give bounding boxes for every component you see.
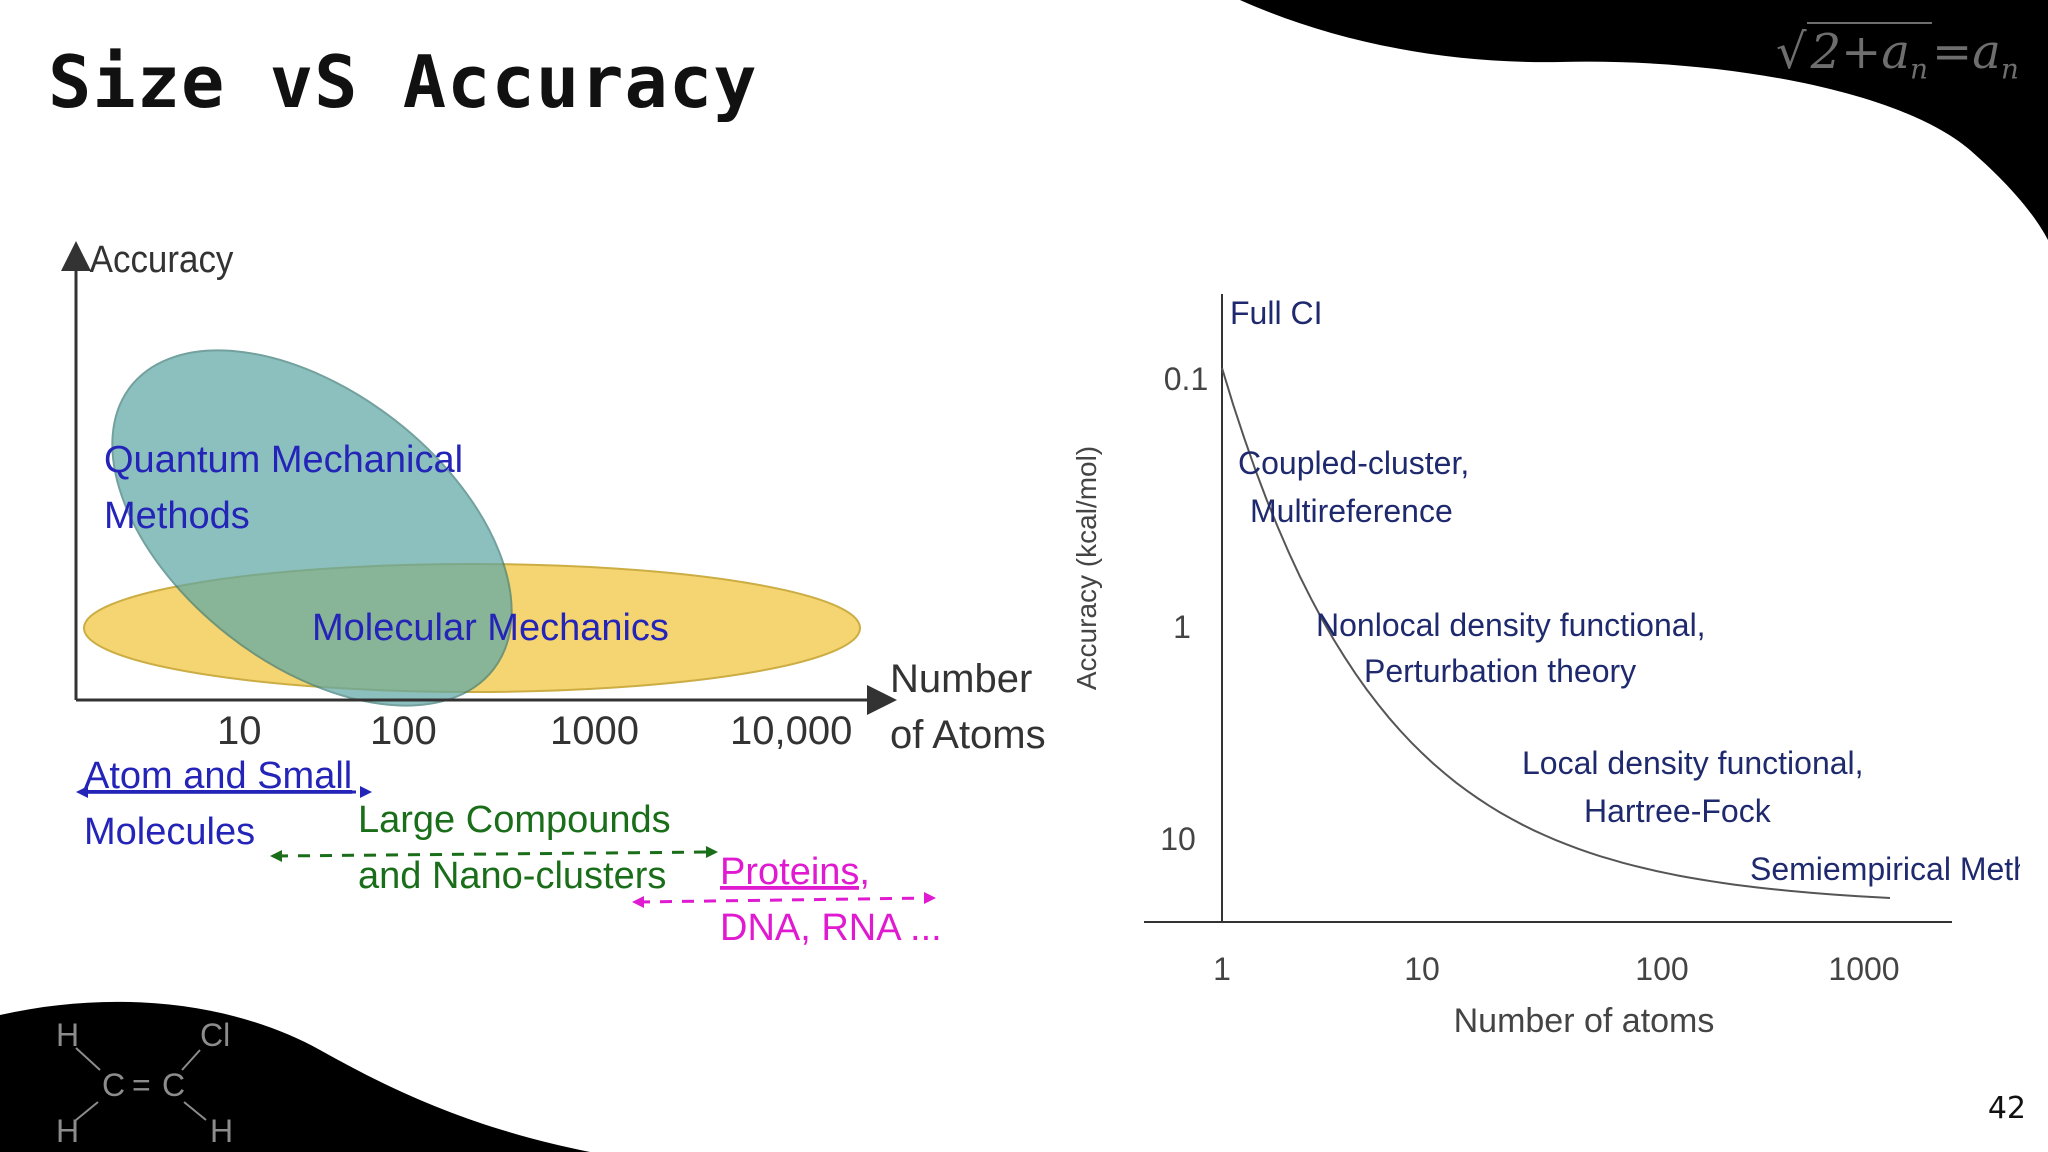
qm-label-line1: Quantum Mechanical <box>104 439 463 481</box>
formula-rhs-sub: n <box>2000 52 2019 86</box>
right-x-axis-label: Number of atoms <box>1454 1002 1715 1040</box>
accuracy-vs-atoms-chart: 0.1 1 10 1 10 100 1000 Number of atoms A… <box>1071 294 2020 1040</box>
large-label-line2: and Nano-clusters <box>358 855 666 897</box>
bottom-left-blob <box>0 1001 590 1152</box>
qm-label-line2: Methods <box>104 495 250 537</box>
slide-title: Size vS Accuracy <box>48 40 758 124</box>
chem-h-bottom-left: H <box>56 1113 79 1149</box>
annotation-coupled-cluster: Coupled-cluster, <box>1238 445 1469 481</box>
large-range-arrow <box>275 850 713 858</box>
right-y-tick-0.1: 0.1 <box>1164 361 1208 397</box>
chem-bond-3 <box>75 1101 99 1121</box>
annotation-perturbation: Perturbation theory <box>1364 653 1636 689</box>
proteins-label-line2: DNA, RNA ... <box>720 907 942 949</box>
atom-arrow-left-head <box>76 786 88 798</box>
chem-bond-1 <box>75 1047 101 1071</box>
proteins-range-arrow <box>637 896 931 904</box>
chem-bond-4 <box>183 1101 207 1121</box>
annotation-nonlocal: Nonlocal density functional, <box>1316 607 1706 643</box>
mm-label: Molecular Mechanics <box>312 607 669 649</box>
vinyl-chloride-structure: H Cl C = C H H <box>56 1017 233 1149</box>
atom-arrow-right-head <box>360 786 372 798</box>
right-y-axis-label: Accuracy (kcal/mol) <box>1071 446 1102 690</box>
left-tick-1000: 1000 <box>550 709 639 753</box>
chem-c-right: C <box>162 1067 185 1103</box>
left-x-label-line1: Number <box>890 657 1032 701</box>
quantum-mechanical-ellipse <box>111 349 513 707</box>
annotation-local-density: Local density functional, <box>1522 745 1864 781</box>
annotation-full-ci: Full CI <box>1230 295 1322 331</box>
chem-cl: Cl <box>200 1017 230 1053</box>
proteins-arrow-left-head <box>632 896 644 908</box>
proteins-label-line1: Proteins, <box>720 851 870 893</box>
right-y-tick-1: 1 <box>1173 609 1191 645</box>
page-number: 42 <box>1987 1091 2026 1126</box>
left-diagram: Accuracy Number of Atoms 10 100 1000 10,… <box>61 238 1046 949</box>
top-right-blob <box>1240 0 2048 240</box>
chem-h-bottom-right: H <box>210 1113 233 1149</box>
right-y-tick-10: 10 <box>1160 821 1196 857</box>
atom-label-line1: Atom and Small <box>84 755 352 797</box>
atom-label-line2: Molecules <box>84 811 255 853</box>
left-x-label-line2: of Atoms <box>890 713 1046 757</box>
left-tick-10: 10 <box>217 709 262 753</box>
chem-double-bond: = <box>132 1067 151 1103</box>
annotation-multireference: Multireference <box>1250 493 1453 529</box>
right-x-tick-100: 100 <box>1635 951 1688 987</box>
sqrt-icon: √ <box>1776 24 1807 80</box>
right-x-tick-1: 1 <box>1213 951 1231 987</box>
large-label-line1: Large Compounds <box>358 799 671 841</box>
left-tick-100: 100 <box>370 709 437 753</box>
proteins-arrow-right-head <box>924 892 936 904</box>
chem-c-left: C <box>102 1067 125 1103</box>
formula: √2+an=an <box>1776 22 2019 86</box>
annotation-semiempirical: Semiempirical Methods <box>1750 851 2020 887</box>
chem-bond-2 <box>181 1049 201 1071</box>
right-x-tick-10: 10 <box>1404 951 1440 987</box>
accuracy-curve <box>1221 367 1891 899</box>
left-y-axis-label: Accuracy <box>90 238 234 281</box>
annotation-hartree-fock: Hartree-Fock <box>1584 793 1772 829</box>
formula-rhs: =a <box>1932 24 2001 80</box>
chem-h-top-left: H <box>56 1017 79 1053</box>
large-arrow-right-head <box>706 846 718 858</box>
right-x-tick-1000: 1000 <box>1828 951 1899 987</box>
large-arrow-left-head <box>270 850 282 862</box>
formula-radicand: 2+an <box>1806 22 1933 86</box>
left-tick-10000: 10,000 <box>730 709 852 753</box>
